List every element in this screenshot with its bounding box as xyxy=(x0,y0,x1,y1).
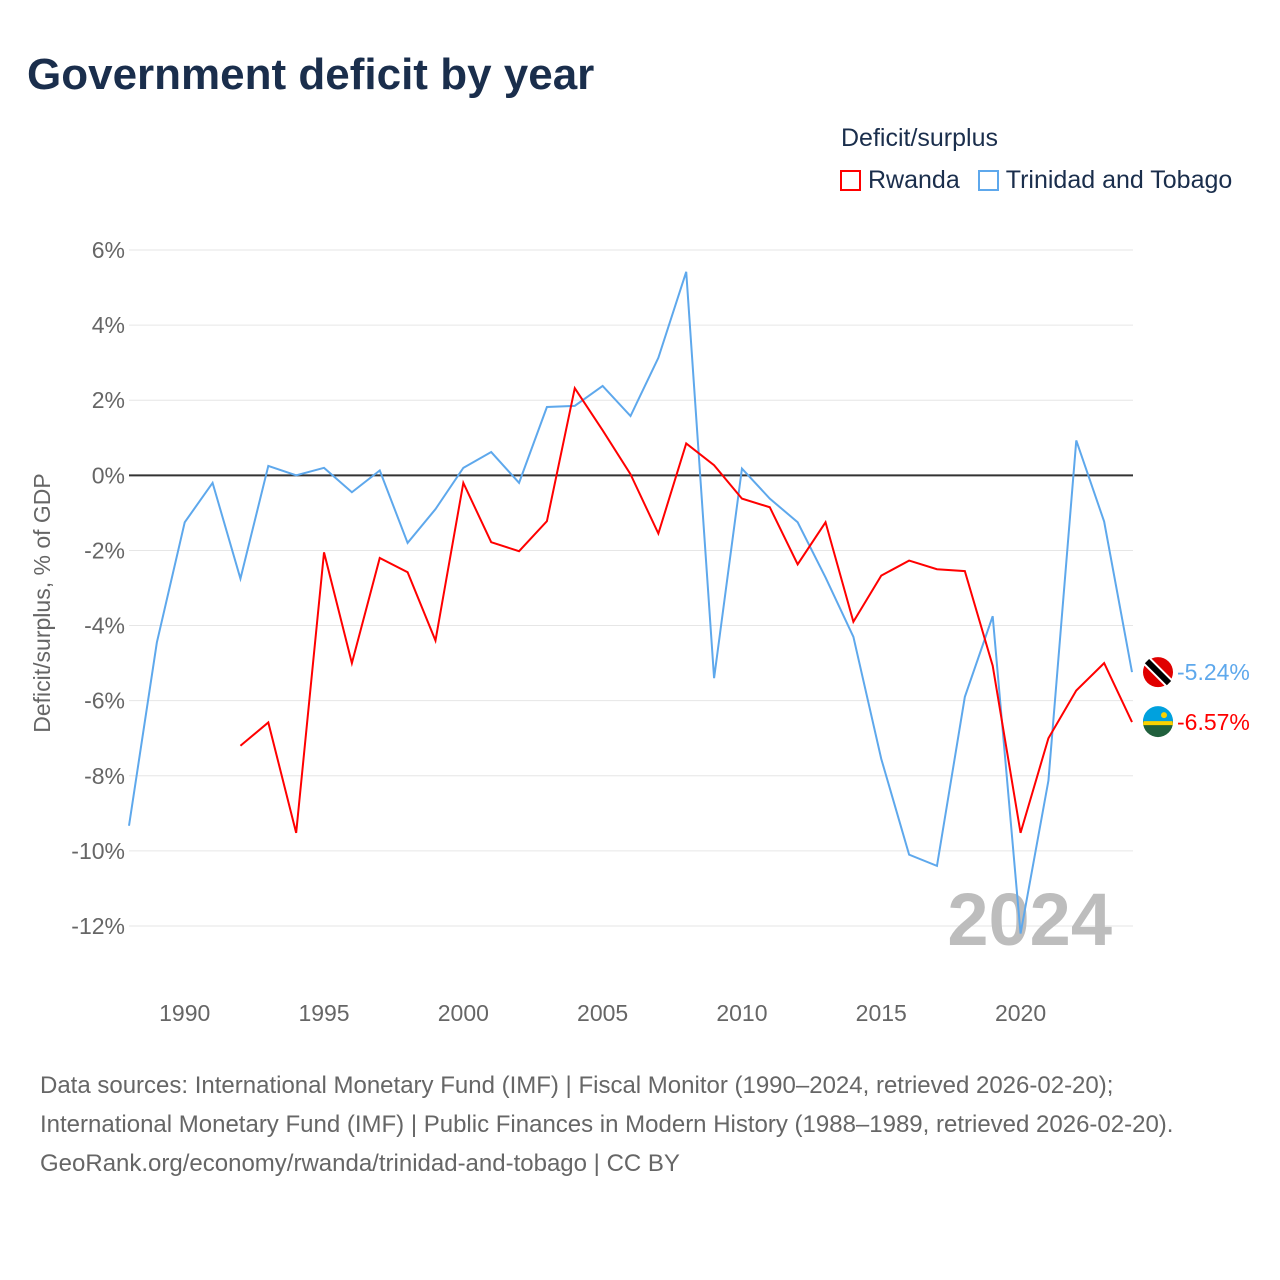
flag-sun xyxy=(1161,712,1167,719)
legend-label: Rwanda xyxy=(868,166,960,194)
year-watermark: 2024 xyxy=(947,878,1112,961)
y-tick-label: -8% xyxy=(84,763,125,789)
y-tick-label: -4% xyxy=(84,613,125,639)
series-line-trinidad xyxy=(128,271,1133,934)
flag-band xyxy=(1143,706,1173,722)
x-tick-label: 2015 xyxy=(856,1000,907,1026)
legend-title: Deficit/surplus xyxy=(841,124,998,152)
x-tick-label: 1990 xyxy=(159,1000,210,1026)
x-tick-label: 2005 xyxy=(577,1000,628,1026)
footer: Data sources: International Monetary Fun… xyxy=(40,1066,1240,1183)
legend-item-trinidad[interactable]: Trinidad and Tobago xyxy=(977,166,1233,195)
end-value-label: -5.24% xyxy=(1177,659,1250,685)
y-axis-label: Deficit/surplus, % of GDP xyxy=(29,473,55,732)
flag-stripe xyxy=(1144,659,1172,686)
legend-label: Trinidad and Tobago xyxy=(1005,166,1233,194)
x-tick-label: 1995 xyxy=(298,1000,349,1026)
y-tick-label: -2% xyxy=(84,537,125,563)
y-tick-label: -12% xyxy=(71,913,125,939)
credit-link[interactable]: GeoRank.org/economy/rwanda/trinidad-and-… xyxy=(40,1150,680,1177)
y-tick-label: -6% xyxy=(84,688,125,714)
end-value-label: -6.57% xyxy=(1177,709,1250,735)
x-tick-label: 2000 xyxy=(438,1000,489,1026)
legend-swatch-rwanda xyxy=(840,170,861,191)
data-sources: Data sources: International Monetary Fun… xyxy=(40,1072,1174,1138)
y-tick-label: 4% xyxy=(92,312,125,338)
legend-item-rwanda[interactable]: Rwanda xyxy=(840,166,960,195)
y-tick-label: 0% xyxy=(92,462,125,488)
y-tick-label: 6% xyxy=(92,237,125,263)
chart-title: Government deficit by year xyxy=(27,50,595,99)
y-tick-label: -10% xyxy=(71,838,125,864)
x-tick-label: 2020 xyxy=(995,1000,1046,1026)
x-tick-label: 2010 xyxy=(716,1000,767,1026)
series-line-rwanda xyxy=(239,385,1133,834)
y-tick-label: 2% xyxy=(92,387,125,413)
legend-swatch-trinidad xyxy=(977,170,999,191)
legend: Rwanda Trinidad and Tobago xyxy=(840,166,1232,195)
